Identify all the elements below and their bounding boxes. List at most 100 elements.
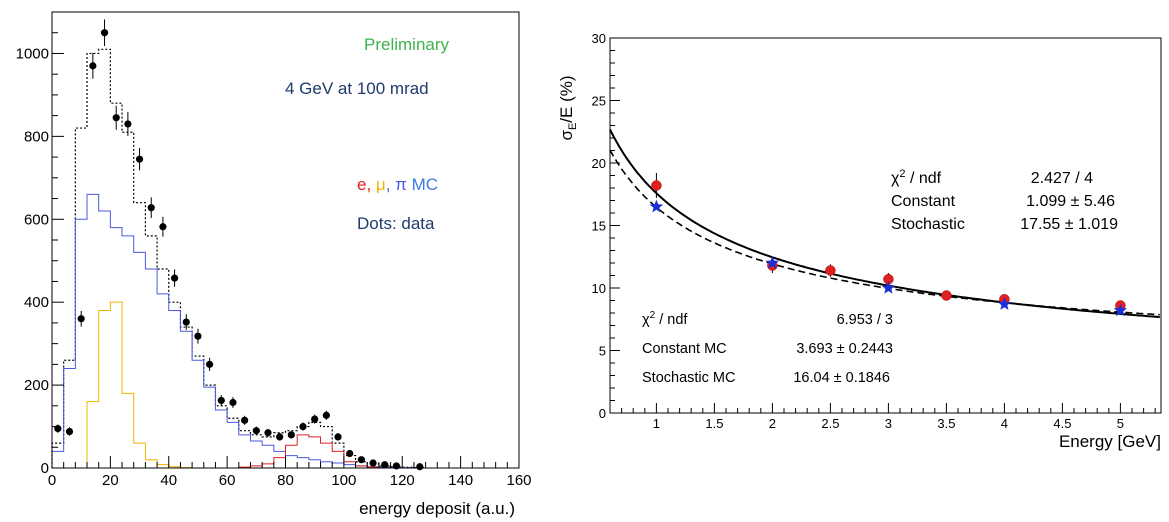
histogram-x-tick-label: 60 [219,472,236,489]
resolution-y-tick-label: 15 [592,219,606,234]
histogram-y-tick-label: 1000 [16,45,49,62]
resolution-y-axis-title: σE/E (%) [557,75,579,140]
resolution-x-tick-label: 2 [769,416,776,431]
histogram-data-point [416,463,424,471]
resolution-y-tick-label: 20 [592,156,606,171]
histogram-data-point [65,427,74,436]
stats-data-stochastic-label: Stochastic [891,216,965,233]
stats-mc-chi2-value: 6.953 / 3 [837,312,893,328]
resolution-ticks: 1 1.5 2 2.5 3 3.5 4 4.5 5 0 5 10 15 20 25 30 [592,31,1156,431]
fit-curve-data-fit [609,129,1160,319]
histogram-y-tick-label: 400 [24,294,49,311]
histogram-data-point [170,269,179,287]
histogram-data-point [276,433,284,441]
resolution-x-axis-title: Energy [GeV] [1059,432,1161,451]
histogram-data-point [287,431,295,439]
resolution-x-tick-label: 2.5 [821,416,839,431]
histogram-data-point [299,422,307,431]
resolution-data-point [651,173,662,198]
resolution-mc-star [881,281,896,294]
mc-legend-e: e [357,175,366,194]
beam-label: 4 GeV at 100 mrad [285,79,429,98]
histogram-series-layer [51,48,427,469]
histogram-y-tick-label: 800 [24,128,49,145]
histogram-data-point [369,459,377,467]
histogram-data-point [135,147,144,171]
histogram-data-point [54,424,62,433]
histogram-data-point [381,461,389,469]
resolution-x-tick-label: 1.5 [705,416,723,431]
histogram-y-tick-label: 600 [24,211,49,228]
stats-data-chi2-label: χ2 / ndf [891,168,942,187]
histogram-data-point [252,426,260,435]
histogram-data-point [346,449,354,458]
stats-data-chi2-value: 2.427 / 4 [1031,170,1093,187]
mc-legend-label: e, μ, π MC [357,175,438,194]
histogram-data-point [322,410,330,420]
mc-legend-pi: π [395,175,407,194]
resolution-y-tick-label: 25 [592,94,606,109]
histogram-y-tick-label: 200 [24,377,49,394]
histogram-data-point [241,415,249,425]
resolution-chart: 1 1.5 2 2.5 3 3.5 4 4.5 5 0 5 10 15 20 25 30 χ2 / ndf 2… [557,31,1162,451]
stats-mc-constant-value: 3.693 ± 0.2443 [796,341,893,357]
histogram-annotations: Preliminary 4 GeV at 100 mrad e, μ, π MC… [285,35,450,233]
histogram-x-axis-title: energy deposit (a.u.) [359,499,515,518]
stats-mc-stochastic-label: Stochastic MC [642,370,735,386]
histogram-x-tick-label: 120 [390,472,415,489]
histogram-x-tick-label: 20 [102,472,119,489]
histogram-data-point [229,397,237,408]
histogram-data-point [334,433,342,441]
resolution-y-tick-label: 5 [599,344,606,359]
resolution-x-tick-label: 5 [1117,416,1124,431]
stats-data-stochastic-value: 17.55 ± 1.019 [1020,216,1118,233]
histogram-x-tick-label: 80 [277,472,294,489]
mc-legend-suffix: MC [412,175,438,194]
histogram-data-point [217,395,225,406]
histogram-x-tick-label: 40 [160,472,177,489]
histogram-data-point [89,53,97,79]
resolution-y-tick-label: 30 [592,31,606,46]
histogram-data-point [206,357,214,371]
resolution-x-tick-label: 3.5 [937,416,955,431]
resolution-markers [649,173,1128,317]
histogram-x-tick-label: 160 [506,472,531,489]
histogram-data-point [182,314,190,330]
histogram-y-tick-label: 0 [41,460,49,477]
stats-mc-chi2-label: χ2 / ndf [642,310,688,328]
resolution-mc-star [649,199,664,213]
histogram-x-tick-label: 100 [331,472,356,489]
mc-legend-mu: μ [376,175,386,194]
histogram-data-point [112,105,120,130]
histogram-pion-line [51,193,426,469]
histogram-muon-line [52,301,426,469]
histogram-chart: 0 20 40 60 80 100 120 140 160 0 200 400 600 800 1000 P… [16,11,532,518]
resolution-x-tick-label: 1 [653,416,660,431]
stats-mc-stochastic-value: 16.04 ± 0.1846 [793,370,890,386]
histogram-data-point [194,328,202,344]
histogram-data-point [311,414,319,424]
resolution-mc-star [997,297,1012,310]
resolution-x-tick-label: 3 [885,416,892,431]
histogram-x-tick-label: 140 [448,472,473,489]
resolution-data-point [941,290,952,301]
dots-data-label: Dots: data [357,214,435,233]
stats-data-constant-value: 1.099 ± 5.46 [1026,193,1115,210]
histogram-data-point [124,111,132,136]
histogram-data-point [77,310,85,327]
histogram-total-MC-line [51,48,427,469]
stats-box-mc: χ2 / ndf 6.953 / 3 Constant MC 3.693 ± 0… [642,310,893,386]
histogram-data-point [264,429,272,437]
resolution-x-tick-label: 4.5 [1053,416,1071,431]
resolution-x-tick-label: 4 [1001,416,1008,431]
histogram-data-point [357,456,365,464]
resolution-y-tick-label: 0 [599,406,606,421]
stats-data-constant-label: Constant [891,193,956,210]
histogram-data-points [54,19,424,471]
preliminary-label: Preliminary [364,35,450,54]
resolution-data-point [825,264,836,277]
stats-box-data: χ2 / ndf 2.427 / 4 Constant 1.099 ± 5.46… [891,168,1118,233]
histogram-x-tick-label: 0 [48,472,56,489]
stats-mc-constant-label: Constant MC [642,341,727,357]
